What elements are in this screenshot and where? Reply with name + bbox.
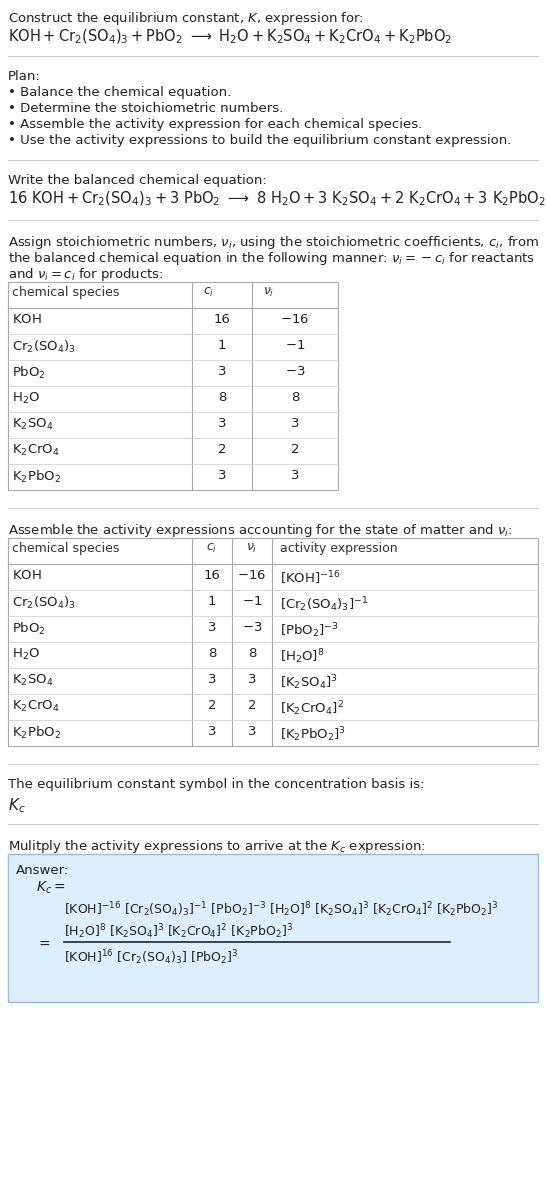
Text: • Use the activity expressions to build the equilibrium constant expression.: • Use the activity expressions to build … bbox=[8, 134, 512, 147]
Text: Construct the equilibrium constant, $K$, expression for:: Construct the equilibrium constant, $K$,… bbox=[8, 9, 364, 27]
Text: 8: 8 bbox=[218, 392, 226, 405]
Text: $16\ \mathrm{KOH} + \mathrm{Cr_2(SO_4)_3} + 3\ \mathrm{PbO_2}\ \longrightarrow\ : $16\ \mathrm{KOH} + \mathrm{Cr_2(SO_4)_3… bbox=[8, 190, 546, 208]
Text: $\mathrm{K_2PbO_2}$: $\mathrm{K_2PbO_2}$ bbox=[12, 725, 61, 741]
Text: Answer:: Answer: bbox=[16, 864, 69, 877]
Text: Plan:: Plan: bbox=[8, 70, 41, 83]
Text: $[\mathrm{K_2SO_4}]^{3}$: $[\mathrm{K_2SO_4}]^{3}$ bbox=[280, 673, 338, 692]
Text: $[\mathrm{Cr_2(SO_4)_3}]^{-1}$: $[\mathrm{Cr_2(SO_4)_3}]^{-1}$ bbox=[280, 595, 368, 614]
Text: Mulitply the activity expressions to arrive at the $K_c$ expression:: Mulitply the activity expressions to arr… bbox=[8, 838, 426, 855]
Text: 3: 3 bbox=[248, 725, 256, 738]
Text: and $\nu_i = c_i$ for products:: and $\nu_i = c_i$ for products: bbox=[8, 266, 164, 283]
Text: $-1$: $-1$ bbox=[285, 340, 305, 353]
Text: 3: 3 bbox=[207, 621, 216, 634]
Text: $\mathrm{K_2SO_4}$: $\mathrm{K_2SO_4}$ bbox=[12, 673, 54, 689]
Text: $\mathrm{KOH}$: $\mathrm{KOH}$ bbox=[12, 313, 41, 327]
Text: $[\mathrm{H_2O}]^{8}\ [\mathrm{K_2SO_4}]^{3}\ [\mathrm{K_2CrO_4}]^{2}\ [\mathrm{: $[\mathrm{H_2O}]^{8}\ [\mathrm{K_2SO_4}]… bbox=[64, 922, 293, 940]
Text: $[\mathrm{K_2PbO_2}]^{3}$: $[\mathrm{K_2PbO_2}]^{3}$ bbox=[280, 725, 346, 744]
Text: $\mathrm{K_2CrO_4}$: $\mathrm{K_2CrO_4}$ bbox=[12, 442, 60, 458]
Text: $-3$: $-3$ bbox=[285, 366, 305, 379]
Text: $[\mathrm{KOH}]^{-16}$: $[\mathrm{KOH}]^{-16}$ bbox=[280, 569, 341, 587]
Bar bbox=[8, 282, 338, 490]
Text: the balanced chemical equation in the following manner: $\nu_i = -c_i$ for react: the balanced chemical equation in the fo… bbox=[8, 250, 535, 267]
Text: $\nu_i$: $\nu_i$ bbox=[246, 542, 258, 555]
Text: $-16$: $-16$ bbox=[238, 569, 266, 582]
Text: 2: 2 bbox=[207, 699, 216, 712]
Text: • Determine the stoichiometric numbers.: • Determine the stoichiometric numbers. bbox=[8, 102, 283, 115]
Text: $\mathrm{PbO_2}$: $\mathrm{PbO_2}$ bbox=[12, 621, 46, 638]
Text: $[\mathrm{K_2CrO_4}]^{2}$: $[\mathrm{K_2CrO_4}]^{2}$ bbox=[280, 699, 344, 718]
Text: 2: 2 bbox=[218, 442, 226, 455]
Text: 3: 3 bbox=[207, 673, 216, 686]
Text: 3: 3 bbox=[291, 416, 299, 429]
Text: Assemble the activity expressions accounting for the state of matter and $\nu_i$: Assemble the activity expressions accoun… bbox=[8, 522, 513, 539]
Text: 2: 2 bbox=[291, 442, 299, 455]
Text: 3: 3 bbox=[218, 366, 226, 379]
Text: 16: 16 bbox=[213, 313, 230, 327]
Text: $c_i$: $c_i$ bbox=[203, 286, 214, 299]
Text: 8: 8 bbox=[248, 647, 256, 660]
Text: 3: 3 bbox=[207, 725, 216, 738]
Text: $c_i$: $c_i$ bbox=[206, 542, 218, 555]
Text: $[\mathrm{KOH}]^{16}\ [\mathrm{Cr_2(SO_4)_3}]\ [\mathrm{PbO_2}]^{3}$: $[\mathrm{KOH}]^{16}\ [\mathrm{Cr_2(SO_4… bbox=[64, 948, 238, 967]
Text: $\mathrm{K_2SO_4}$: $\mathrm{K_2SO_4}$ bbox=[12, 416, 54, 432]
Text: $\mathrm{Cr_2(SO_4)_3}$: $\mathrm{Cr_2(SO_4)_3}$ bbox=[12, 595, 76, 612]
Text: • Assemble the activity expression for each chemical species.: • Assemble the activity expression for e… bbox=[8, 118, 422, 131]
Text: • Balance the chemical equation.: • Balance the chemical equation. bbox=[8, 86, 232, 99]
Text: $[\mathrm{PbO_2}]^{-3}$: $[\mathrm{PbO_2}]^{-3}$ bbox=[280, 621, 339, 640]
Text: $\mathrm{K_2CrO_4}$: $\mathrm{K_2CrO_4}$ bbox=[12, 699, 60, 715]
Text: 16: 16 bbox=[204, 569, 221, 582]
Text: $=$: $=$ bbox=[36, 936, 51, 950]
Text: $K_c$: $K_c$ bbox=[8, 796, 26, 815]
Text: $\mathrm{H_2O}$: $\mathrm{H_2O}$ bbox=[12, 392, 40, 406]
Text: activity expression: activity expression bbox=[280, 542, 397, 555]
Text: 8: 8 bbox=[291, 392, 299, 405]
Text: chemical species: chemical species bbox=[12, 286, 120, 299]
Text: The equilibrium constant symbol in the concentration basis is:: The equilibrium constant symbol in the c… bbox=[8, 778, 424, 791]
Text: $K_c =$: $K_c =$ bbox=[36, 880, 66, 897]
Text: 2: 2 bbox=[248, 699, 256, 712]
Text: $\nu_i$: $\nu_i$ bbox=[263, 286, 275, 299]
Text: $\mathrm{Cr_2(SO_4)_3}$: $\mathrm{Cr_2(SO_4)_3}$ bbox=[12, 340, 76, 355]
Text: 3: 3 bbox=[218, 416, 226, 429]
Text: $\mathrm{PbO_2}$: $\mathrm{PbO_2}$ bbox=[12, 366, 46, 381]
Text: $-3$: $-3$ bbox=[242, 621, 262, 634]
Text: Assign stoichiometric numbers, $\nu_i$, using the stoichiometric coefficients, $: Assign stoichiometric numbers, $\nu_i$, … bbox=[8, 234, 539, 251]
Bar bbox=[8, 854, 538, 1002]
Text: $\mathrm{KOH}$: $\mathrm{KOH}$ bbox=[12, 569, 41, 582]
Text: $-1$: $-1$ bbox=[242, 595, 262, 608]
Text: 1: 1 bbox=[218, 340, 226, 353]
Text: $\mathrm{KOH} + \mathrm{Cr_2(SO_4)_3} + \mathrm{PbO_2}\ \longrightarrow\ \mathrm: $\mathrm{KOH} + \mathrm{Cr_2(SO_4)_3} + … bbox=[8, 28, 452, 46]
Text: chemical species: chemical species bbox=[12, 542, 120, 555]
Text: 3: 3 bbox=[218, 468, 226, 481]
Text: 1: 1 bbox=[207, 595, 216, 608]
Text: 3: 3 bbox=[291, 468, 299, 481]
Text: $[\mathrm{KOH}]^{-16}\ [\mathrm{Cr_2(SO_4)_3}]^{-1}\ [\mathrm{PbO_2}]^{-3}\ [\ma: $[\mathrm{KOH}]^{-16}\ [\mathrm{Cr_2(SO_… bbox=[64, 900, 498, 919]
Text: $[\mathrm{H_2O}]^{8}$: $[\mathrm{H_2O}]^{8}$ bbox=[280, 647, 324, 666]
Text: $\mathrm{H_2O}$: $\mathrm{H_2O}$ bbox=[12, 647, 40, 662]
Text: $-16$: $-16$ bbox=[281, 313, 310, 327]
Bar bbox=[8, 538, 538, 746]
Text: 3: 3 bbox=[248, 673, 256, 686]
Text: Write the balanced chemical equation:: Write the balanced chemical equation: bbox=[8, 174, 267, 187]
Text: $\mathrm{K_2PbO_2}$: $\mathrm{K_2PbO_2}$ bbox=[12, 468, 61, 485]
Text: 8: 8 bbox=[208, 647, 216, 660]
